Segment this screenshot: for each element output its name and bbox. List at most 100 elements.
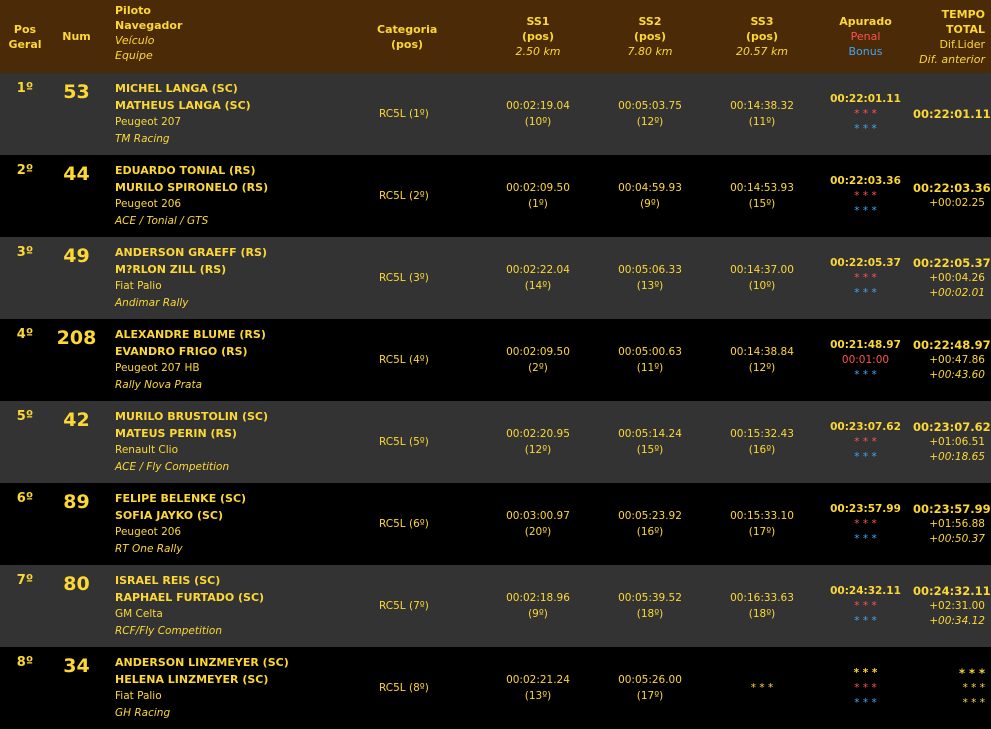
pilot-name[interactable]: ANDERSON LINZMEYER (SC) — [115, 656, 289, 669]
table-row[interactable]: 6º 89 FELIPE BELENKE (SC) SOFIA JAYKO (S… — [0, 483, 991, 565]
navigator-name[interactable]: MATEUS PERIN (RS) — [115, 427, 237, 440]
navigator-name[interactable]: M?RLON ZILL (RS) — [115, 263, 227, 276]
ss1-time: 00:02:20.95 — [506, 428, 570, 440]
header-penal: Penal — [850, 30, 881, 43]
header-pos-line1: Pos — [13, 22, 37, 36]
pilot-name[interactable]: ANDERSON GRAEFF (RS) — [115, 246, 267, 259]
header-pilot: Piloto Navegador Veículo Equipe — [103, 0, 377, 73]
ss1-pos: (9º) — [528, 608, 548, 620]
table-row[interactable]: 2º 44 EDUARDO TONIAL (RS) MURILO SPIRONE… — [0, 155, 991, 237]
apurado-cell: 00:22:03.36 * * * * * * — [818, 155, 913, 237]
dif-lider: * * * — [962, 681, 985, 694]
table-row[interactable]: 7º 80 ISRAEL REIS (SC) RAPHAEL FURTADO (… — [0, 565, 991, 647]
ss2-time: 00:04:59.93 — [618, 182, 682, 194]
ss2-pos: (11º) — [636, 362, 664, 374]
ss1-time: 00:02:18.96 — [506, 592, 570, 604]
pilot-name[interactable]: ISRAEL REIS (SC) — [115, 574, 221, 587]
table-row[interactable]: 4º 208 ALEXANDRE BLUME (RS) EVANDRO FRIG… — [0, 319, 991, 401]
navigator-name[interactable]: RAPHAEL FURTADO (SC) — [115, 591, 265, 604]
navigator-name[interactable]: SOFIA JAYKO (SC) — [115, 509, 224, 522]
apurado-cell: 00:23:07.62 * * * * * * — [818, 401, 913, 483]
bonus-value: * * * — [854, 532, 877, 545]
table-row[interactable]: 8º 34 ANDERSON LINZMEYER (SC) HELENA LIN… — [0, 647, 991, 729]
position: 4º — [0, 319, 50, 401]
header-categoria-sub: (pos) — [391, 37, 424, 51]
navigator-name[interactable]: HELENA LINZMEYER (SC) — [115, 673, 269, 686]
ss1-time: 00:03:00.97 — [506, 510, 570, 522]
position: 7º — [0, 565, 50, 647]
ss1-cell: 00:02:19.04 (10º) — [482, 73, 594, 155]
position: 1º — [0, 73, 50, 155]
total-time: 00:24:32.11 — [913, 583, 991, 598]
pilot-name[interactable]: MURILO BRUSTOLIN (SC) — [115, 410, 268, 423]
navigator-name[interactable]: MATHEUS LANGA (SC) — [115, 99, 251, 112]
ss3-cell: 00:14:53.93 (15º) — [706, 155, 818, 237]
penal-value: * * * — [854, 517, 877, 530]
crew-cell: ANDERSON LINZMEYER (SC) HELENA LINZMEYER… — [103, 647, 377, 729]
ss2-pos: (13º) — [636, 280, 664, 292]
penal-value: * * * — [854, 271, 877, 284]
ss2-cell: 00:05:23.92 (16º) — [594, 483, 706, 565]
header-tempo-total: TEMPO TOTAL — [941, 7, 985, 36]
header-ss1-km: 2.50 km — [515, 45, 561, 58]
team: Andimar Rally — [115, 297, 189, 309]
header-ss2-km: 7.80 km — [627, 45, 673, 58]
total-time: 00:22:05.37 — [913, 255, 991, 270]
category: RC5L (3º) — [377, 237, 482, 319]
ss1-cell: 00:02:09.50 (2º) — [482, 319, 594, 401]
ss3-cell: 00:14:37.00 (10º) — [706, 237, 818, 319]
crew-cell: ALEXANDRE BLUME (RS) EVANDRO FRIGO (RS) … — [103, 319, 377, 401]
ss1-cell: 00:02:09.50 (1º) — [482, 155, 594, 237]
crew-cell: MURILO BRUSTOLIN (SC) MATEUS PERIN (RS) … — [103, 401, 377, 483]
vehicle: Peugeot 206 — [115, 526, 182, 538]
navigator-name[interactable]: MURILO SPIRONELO (RS) — [115, 181, 269, 194]
header-veiculo: Veículo — [115, 34, 155, 47]
ss3-time: 00:16:33.63 — [730, 592, 794, 604]
ss1-pos: (12º) — [524, 444, 552, 456]
pilot-name[interactable]: FELIPE BELENKE (SC) — [115, 492, 247, 505]
position: 2º — [0, 155, 50, 237]
dif-lider: +00:47.86 — [929, 353, 985, 366]
pilot-name[interactable]: ALEXANDRE BLUME (RS) — [115, 328, 266, 341]
ss3-time: 00:14:38.84 — [730, 346, 794, 358]
ss3-pos: (16º) — [748, 444, 776, 456]
apurado-cell: 00:22:05.37 * * * * * * — [818, 237, 913, 319]
bonus-value: * * * — [854, 122, 877, 135]
penal-value: * * * — [854, 681, 877, 694]
header-ss1-sub: (pos) — [521, 30, 555, 43]
ss2-cell: 00:05:00.63 (11º) — [594, 319, 706, 401]
pilot-name[interactable]: EDUARDO TONIAL (RS) — [115, 164, 256, 177]
ss2-cell: 00:05:14.24 (15º) — [594, 401, 706, 483]
car-number: 44 — [50, 155, 103, 237]
dif-lider: +01:56.88 — [929, 517, 985, 530]
ss3-pos: (15º) — [748, 198, 776, 210]
pilot-name[interactable]: MICHEL LANGA (SC) — [115, 82, 238, 95]
table-row[interactable]: 1º 53 MICHEL LANGA (SC) MATHEUS LANGA (S… — [0, 73, 991, 155]
total-time: 00:22:03.36 — [913, 181, 991, 195]
header-piloto: Piloto — [115, 4, 151, 17]
header-equipe: Equipe — [115, 49, 153, 62]
navigator-name[interactable]: EVANDRO FRIGO (RS) — [115, 345, 248, 358]
vehicle: Peugeot 206 — [115, 198, 182, 210]
apurado-cell: 00:23:57.99 * * * * * * — [818, 483, 913, 565]
team: GH Racing — [115, 707, 171, 719]
header-apurado: Apurado Penal Bonus — [818, 0, 913, 73]
penal-value: 00:01:00 — [841, 353, 890, 366]
header-ss3-km: 20.57 km — [735, 45, 789, 58]
table-row[interactable]: 5º 42 MURILO BRUSTOLIN (SC) MATEUS PERIN… — [0, 401, 991, 483]
table-row[interactable]: 3º 49 ANDERSON GRAEFF (RS) M?RLON ZILL (… — [0, 237, 991, 319]
ss2-pos: (17º) — [636, 690, 664, 702]
ss2-pos: (9º) — [640, 198, 660, 210]
ss3-time: 00:15:33.10 — [730, 510, 794, 522]
category: RC5L (1º) — [377, 73, 482, 155]
car-number: 34 — [50, 647, 103, 729]
category: RC5L (2º) — [377, 155, 482, 237]
total-cell: 00:23:57.99 +01:56.88 +00:50.37 — [913, 483, 991, 565]
car-number: 53 — [50, 73, 103, 155]
dif-lider: +00:02.25 — [929, 197, 985, 209]
header-pos: Pos Geral — [0, 0, 50, 73]
dif-lider: +00:04.26 — [929, 271, 985, 284]
total-cell: 00:24:32.11 +02:31.00 +00:34.12 — [913, 565, 991, 647]
ss1-pos: (10º) — [524, 116, 552, 128]
